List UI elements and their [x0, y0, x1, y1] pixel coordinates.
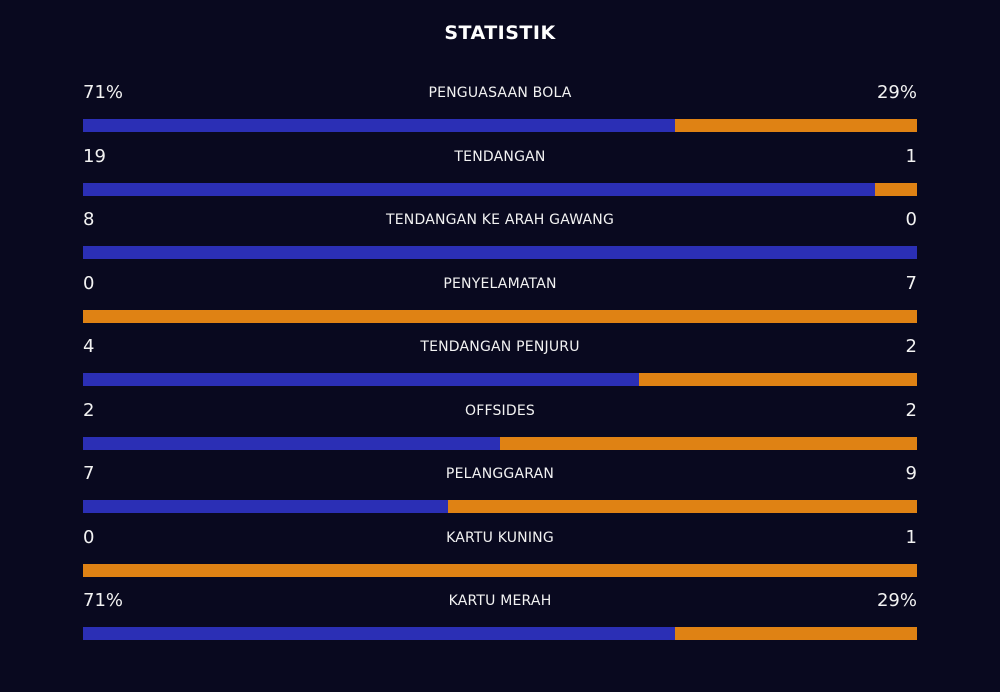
stat-label: TENDANGAN KE ARAH GAWANG [385, 212, 614, 228]
stat-row-offsides: 2 OFFSIDES 2 [83, 398, 917, 462]
stat-label: PENGUASAAN BOLA [428, 85, 572, 101]
home-value: 71% [83, 82, 124, 103]
stat-row-shots: 19 TENDANGAN 1 [83, 144, 917, 208]
away-value: 2 [905, 399, 917, 421]
stat-header: 71% PENGUASAAN BOLA 29% [83, 80, 917, 108]
stat-list: 71% PENGUASAAN BOLA 29% 19 TENDANGAN 1 [83, 80, 917, 652]
comparison-bar [83, 309, 917, 323]
home-value: 7 [83, 463, 95, 484]
away-value: 1 [905, 145, 917, 167]
home-bar-fill [83, 182, 876, 196]
stat-header: 71% KARTU MERAH 29% [83, 588, 917, 616]
away-bar-fill [639, 373, 917, 386]
home-value: 19 [83, 145, 106, 167]
stat-header: 0 KARTU KUNING 1 [83, 525, 917, 553]
comparison-bar [83, 373, 917, 386]
home-value: 8 [83, 209, 95, 230]
home-bar-fill [83, 119, 676, 132]
away-value: 2 [905, 336, 917, 357]
away-value: 29% [876, 590, 917, 611]
home-value: 0 [83, 272, 95, 294]
stat-header: 19 TENDANGAN 1 [83, 144, 917, 172]
away-value: 7 [905, 272, 917, 294]
stat-header: 7 PELANGGARAN 9 [83, 461, 917, 489]
home-value: 2 [83, 399, 95, 421]
home-value: 0 [83, 526, 95, 548]
comparison-bar [83, 500, 917, 513]
stat-label: KARTU MERAH [448, 593, 552, 609]
comparison-bar [83, 182, 917, 196]
away-bar-fill [675, 627, 917, 640]
comparison-bar [83, 246, 917, 259]
stat-label: TENDANGAN PENJURU [420, 339, 580, 355]
stat-row-possession: 71% PENGUASAAN BOLA 29% [83, 80, 917, 144]
stat-row-saves: 0 PENYELAMATAN 7 [83, 271, 917, 335]
away-value: 0 [905, 209, 917, 230]
stat-row-red-cards: 71% KARTU MERAH 29% [83, 588, 917, 652]
away-bar-fill [500, 436, 917, 450]
home-bar-fill [83, 500, 448, 513]
stat-label: PENYELAMATAN [443, 275, 557, 292]
home-value: 4 [83, 336, 95, 357]
comparison-bar [83, 436, 917, 450]
stat-row-yellow-cards: 0 KARTU KUNING 1 [83, 525, 917, 589]
stat-row-corners: 4 TENDANGAN PENJURU 2 [83, 334, 917, 398]
away-value: 9 [905, 463, 917, 484]
stat-row-shots-on-target: 8 TENDANGAN KE ARAH GAWANG 0 [83, 207, 917, 271]
panel-title: STATISTIK [444, 22, 556, 44]
stat-label: OFFSIDES [464, 402, 535, 419]
home-bar-fill [83, 436, 500, 450]
away-bar-fill [447, 500, 917, 513]
stat-label: TENDANGAN [454, 148, 546, 165]
stat-header: 0 PENYELAMATAN 7 [83, 271, 917, 299]
away-value: 29% [876, 82, 917, 103]
home-bar-fill [83, 246, 917, 259]
stat-header: 8 TENDANGAN KE ARAH GAWANG 0 [83, 207, 917, 235]
home-bar-fill [83, 373, 640, 386]
away-bar-fill [83, 563, 917, 577]
stat-header: 4 TENDANGAN PENJURU 2 [83, 334, 917, 362]
stat-header: 2 OFFSIDES 2 [83, 398, 917, 426]
stat-label: PELANGGARAN [445, 466, 555, 482]
away-bar-fill [675, 119, 917, 132]
away-bar-fill [83, 309, 917, 323]
stat-row-fouls: 7 PELANGGARAN 9 [83, 461, 917, 525]
away-value: 1 [905, 526, 917, 548]
stat-label: KARTU KUNING [446, 529, 554, 546]
comparison-bar [83, 627, 917, 640]
home-bar-fill [83, 627, 676, 640]
comparison-bar [83, 563, 917, 577]
away-bar-fill [875, 182, 917, 196]
comparison-bar [83, 119, 917, 132]
home-value: 71% [83, 590, 124, 611]
